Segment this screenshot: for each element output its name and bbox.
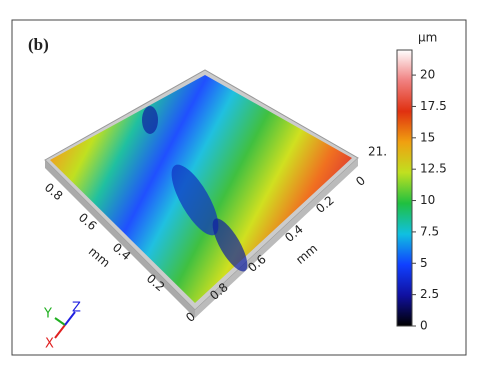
colorbar-tick-label: 0 <box>420 319 428 333</box>
colorbar-tick-label: 5 <box>420 256 428 270</box>
colorbar-tick-label: 20 <box>420 68 435 82</box>
tick-label: 0 <box>353 173 368 189</box>
triad-z: Z <box>72 301 81 316</box>
colorbar-tick-label: 2.5 <box>420 287 439 301</box>
colorbar <box>396 49 413 327</box>
triad-x: X <box>45 337 54 352</box>
height-label: 21. <box>368 145 387 159</box>
colorbar-tick-label: 17.5 <box>420 99 447 113</box>
panel-label: (b) <box>28 35 49 54</box>
axis-triad: X Y Z <box>43 301 81 352</box>
colorbar-tick-label: 15 <box>420 130 435 144</box>
colorbar-tick-label: 12.5 <box>420 162 447 176</box>
triad-y: Y <box>43 307 52 322</box>
surface <box>44 69 359 318</box>
frame <box>11 19 467 356</box>
axis-unit: mm <box>293 241 320 267</box>
axis-unit: mm <box>86 244 113 270</box>
colorbar-unit: μm <box>418 31 437 45</box>
colorbar-tick-label: 10 <box>420 193 435 207</box>
colorbar-tick-label: 7.5 <box>420 224 439 238</box>
